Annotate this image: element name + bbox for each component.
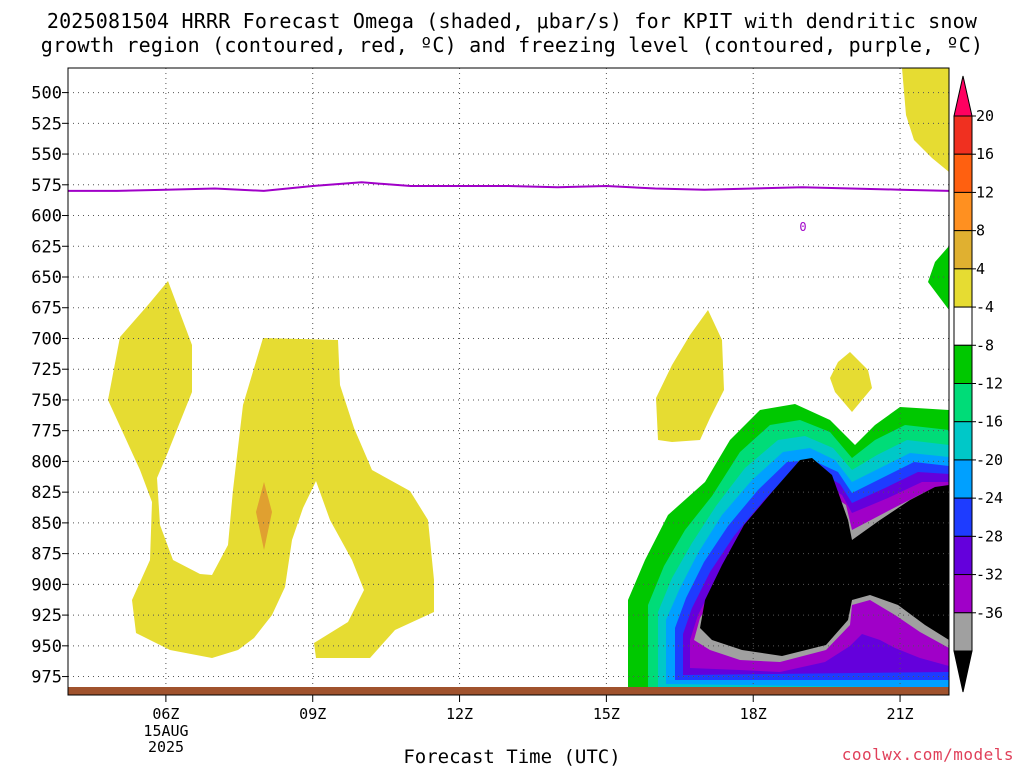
colorbar-segment xyxy=(953,612,973,652)
y-tick-label: 625 xyxy=(31,237,62,257)
omega-green-blob-right xyxy=(928,246,949,310)
freezing-level-line xyxy=(68,181,949,192)
y-tick-label: 600 xyxy=(31,207,62,227)
chart-grid xyxy=(68,68,949,695)
x-axis: 06Z 09Z 12Z 15Z 18Z 21Z xyxy=(152,695,914,723)
colorbar-label: 16 xyxy=(976,145,994,163)
colorbar-segment xyxy=(953,230,973,270)
freezing-level-label: 0 xyxy=(799,220,806,234)
plot-frame xyxy=(67,67,950,696)
omega-positive-region-mid xyxy=(656,310,724,442)
colorbar-label: -12 xyxy=(976,375,1003,393)
colorbar-label: -16 xyxy=(976,413,1003,431)
chart-title-line-2: growth region (contoured, red, ºC) and f… xyxy=(40,33,984,57)
y-tick-label: 500 xyxy=(31,84,62,104)
colorbar-segment xyxy=(953,383,973,423)
omega-band-minus36 xyxy=(700,458,949,656)
colorbar-segment xyxy=(953,344,973,384)
colorbar-segment xyxy=(953,421,973,461)
colorbar-label: -4 xyxy=(976,298,994,316)
x-tick-label: 15Z xyxy=(593,705,620,723)
omega-shading xyxy=(108,68,949,688)
omega-positive-region-topright xyxy=(902,68,949,172)
colorbar-segment xyxy=(953,459,973,499)
colorbar-label: -36 xyxy=(976,604,1003,622)
x-axis-title: Forecast Time (UTC) xyxy=(403,746,621,768)
colorbar-label: -8 xyxy=(976,336,994,354)
colorbar-label: -24 xyxy=(976,489,1003,507)
colorbar-segment xyxy=(953,191,973,232)
x-tick-label: 06Z xyxy=(152,705,179,723)
colorbar-segment xyxy=(953,306,973,346)
colorbar-bottom-arrow xyxy=(953,650,973,693)
y-tick-label: 975 xyxy=(31,668,62,688)
credit-text: coolwx.com/models xyxy=(841,745,1014,764)
x-tick-label: 12Z xyxy=(446,705,473,723)
colorbar-label: 8 xyxy=(976,222,985,240)
colorbar-segment xyxy=(953,153,973,193)
colorbar-label: 4 xyxy=(976,260,985,278)
y-tick-label: 525 xyxy=(31,114,62,134)
omega-dgz-marker xyxy=(256,482,272,550)
x-axis-date-year: 2025 xyxy=(147,738,185,756)
colorbar-label: -32 xyxy=(976,566,1003,584)
y-tick-label: 575 xyxy=(31,176,62,196)
y-axis: 500 525 550 575 600 625 650 675 700 725 750 775 800 8… xyxy=(31,84,68,688)
colorbar-segment xyxy=(953,497,973,537)
y-tick-label: 950 xyxy=(31,637,62,657)
x-axis-date-day: 15AUG xyxy=(143,722,189,740)
y-tick-label: 850 xyxy=(31,514,62,534)
surface-ground xyxy=(68,687,949,695)
x-tick-label: 21Z xyxy=(887,705,914,723)
y-tick-label: 925 xyxy=(31,606,62,626)
colorbar-top-arrow xyxy=(953,75,973,117)
colorbar-label: -28 xyxy=(976,527,1003,545)
colorbar-label: -20 xyxy=(976,451,1003,469)
y-tick-label: 700 xyxy=(31,329,62,349)
y-tick-label: 650 xyxy=(31,268,62,288)
freezing-level-contour xyxy=(68,181,949,192)
y-tick-label: 725 xyxy=(31,360,62,380)
colorbar: 20 16 12 8 4 -4 -8 -12 -16 -20 -24 -28 -32 -36 xyxy=(953,75,1003,693)
y-tick-label: 675 xyxy=(31,299,62,319)
colorbar-label: 20 xyxy=(976,107,994,125)
y-tick-label: 550 xyxy=(31,145,62,165)
y-tick-label: 900 xyxy=(31,575,62,595)
y-tick-label: 825 xyxy=(31,483,62,503)
y-tick-label: 875 xyxy=(31,545,62,565)
colorbar-segment xyxy=(953,535,973,576)
colorbar-segment xyxy=(953,115,973,155)
omega-positive-region-left xyxy=(108,281,434,658)
y-tick-label: 775 xyxy=(31,422,62,442)
y-tick-label: 750 xyxy=(31,391,62,411)
colorbar-segment xyxy=(953,574,973,614)
y-tick-label: 800 xyxy=(31,452,62,472)
colorbar-segment xyxy=(953,268,973,308)
x-tick-label: 09Z xyxy=(299,705,326,723)
colorbar-label: 12 xyxy=(976,183,994,201)
x-tick-label: 18Z xyxy=(740,705,767,723)
chart-title-line-1: 2025081504 HRRR Forecast Omega (shaded, … xyxy=(46,9,978,33)
omega-positive-region-small xyxy=(830,352,872,412)
